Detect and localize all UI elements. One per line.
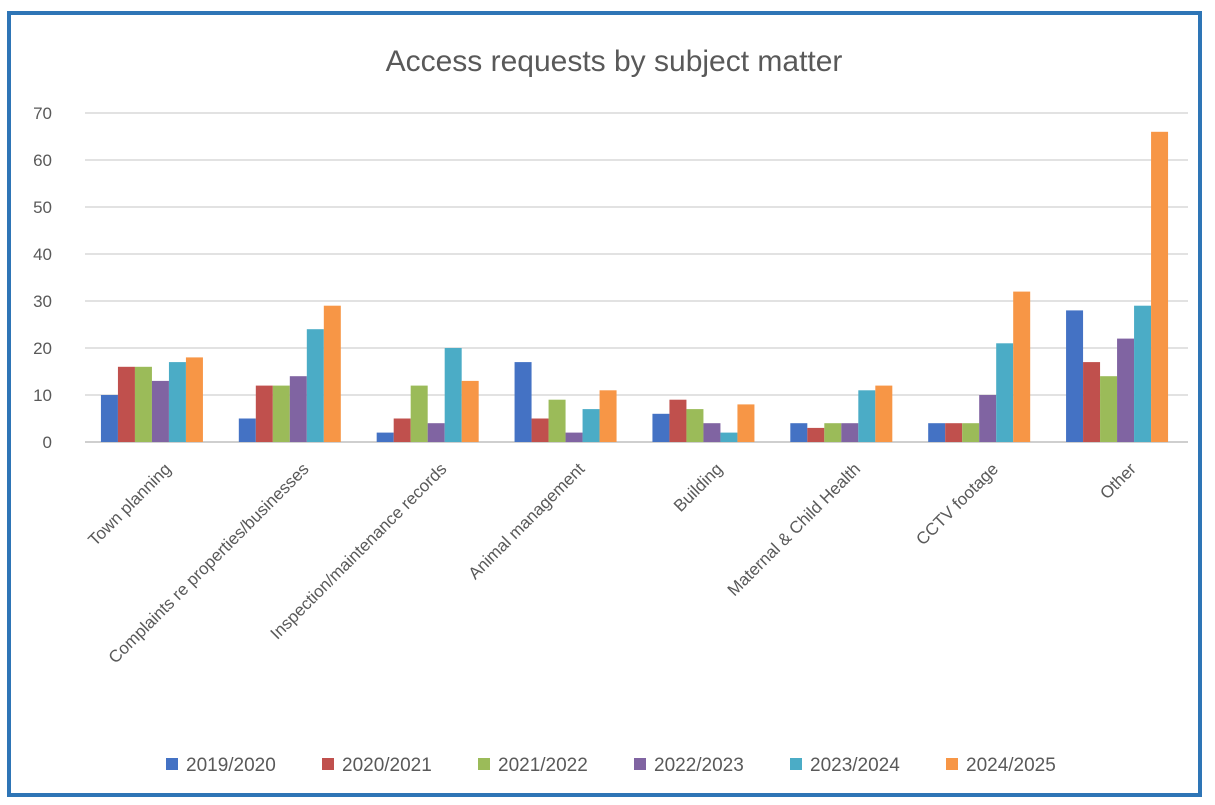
bar xyxy=(151,380,169,442)
bar xyxy=(979,395,997,442)
bar xyxy=(427,423,445,442)
bar xyxy=(1117,338,1135,442)
bar xyxy=(376,432,394,442)
bar xyxy=(289,376,307,442)
bar xyxy=(444,348,462,442)
bar xyxy=(393,418,411,442)
bar xyxy=(238,418,256,442)
bar xyxy=(824,423,842,442)
legend-label: 2024/2025 xyxy=(966,755,1056,776)
x-tick-label: CCTV footage xyxy=(912,459,1002,549)
bar xyxy=(669,399,687,442)
chart-title: Access requests by subject matter xyxy=(386,45,843,78)
x-tick-label: Animal management xyxy=(465,459,589,583)
legend-swatch xyxy=(790,758,802,770)
bar xyxy=(100,395,118,442)
bar xyxy=(1151,131,1169,443)
bar xyxy=(1100,376,1118,442)
bar xyxy=(461,380,479,442)
x-tick-label: Maternal & Child Health xyxy=(724,459,864,599)
y-tick-label: 60 xyxy=(33,151,52,170)
bar xyxy=(1134,305,1152,442)
legend-label: 2022/2023 xyxy=(654,755,744,776)
bar xyxy=(858,390,876,442)
y-tick-label: 50 xyxy=(33,198,52,217)
bar xyxy=(582,409,600,442)
bar xyxy=(1083,362,1101,442)
y-tick-label: 0 xyxy=(43,433,52,452)
bar xyxy=(807,427,825,442)
bar xyxy=(306,329,324,442)
bar xyxy=(875,385,893,442)
legend-swatch xyxy=(946,758,958,770)
bar xyxy=(962,423,980,442)
bar xyxy=(514,362,532,442)
legend-swatch xyxy=(478,758,490,770)
x-tick-label: Other xyxy=(1096,459,1140,503)
legend-swatch xyxy=(322,758,334,770)
bar xyxy=(996,343,1014,442)
bar xyxy=(548,399,566,442)
x-tick-label: Building xyxy=(670,459,726,515)
bar xyxy=(599,390,617,442)
legend-label: 2021/2022 xyxy=(498,755,588,776)
y-tick-label: 30 xyxy=(33,292,52,311)
bar xyxy=(565,432,583,442)
legend-label: 2023/2024 xyxy=(810,755,900,776)
bar xyxy=(255,385,273,442)
bar xyxy=(531,418,549,442)
bars xyxy=(100,131,1169,443)
x-tick-label: Town planning xyxy=(84,459,174,549)
bar xyxy=(703,423,721,442)
y-tick-label: 40 xyxy=(33,245,52,264)
y-tick-label: 70 xyxy=(33,104,52,123)
bar xyxy=(185,357,203,442)
bar xyxy=(134,366,152,442)
legend-swatch xyxy=(634,758,646,770)
bar xyxy=(790,423,808,442)
bar xyxy=(945,423,963,442)
bar xyxy=(410,385,428,442)
bar xyxy=(168,362,186,442)
bar xyxy=(928,423,946,442)
bar xyxy=(720,432,738,442)
bar xyxy=(652,413,670,442)
bar xyxy=(272,385,290,442)
bar xyxy=(117,366,135,442)
bar xyxy=(737,404,755,442)
bar xyxy=(841,423,859,442)
bar xyxy=(686,409,704,442)
legend: 2019/2020 2020/2021 2021/2022 2022/2023 2023… xyxy=(166,755,1056,776)
y-axis: 0 10 20 30 40 50 60 70 xyxy=(33,104,52,452)
legend-swatch xyxy=(166,758,178,770)
bar xyxy=(1066,310,1084,442)
bar xyxy=(1013,291,1031,442)
y-tick-label: 20 xyxy=(33,339,52,358)
bar xyxy=(323,305,341,442)
legend-label: 2019/2020 xyxy=(186,755,276,776)
y-tick-label: 10 xyxy=(33,386,52,405)
legend-label: 2020/2021 xyxy=(342,755,432,776)
